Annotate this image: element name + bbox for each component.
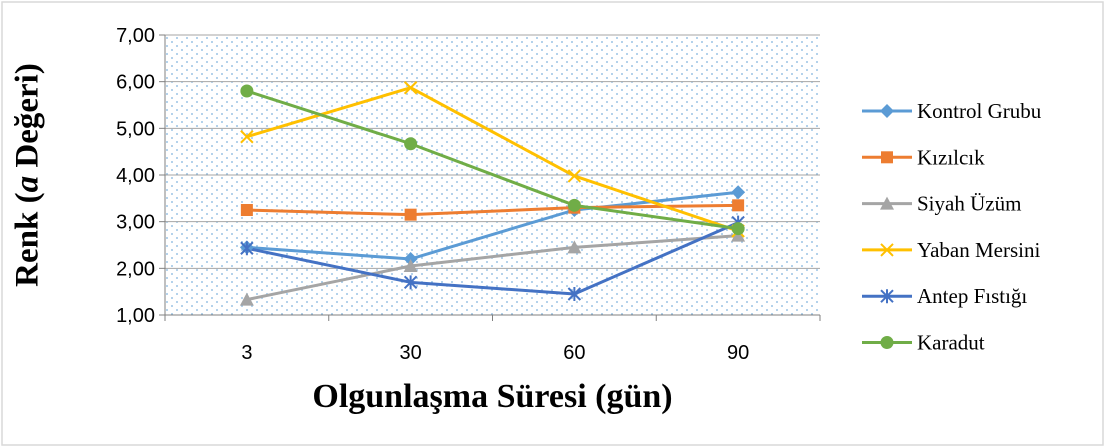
y-axis-title-italic: a (9, 175, 46, 193)
data-point (403, 259, 418, 272)
series-markers (239, 81, 746, 306)
series-line (246, 86, 739, 233)
x-tick-label: 30 (400, 342, 422, 364)
data-point (239, 292, 254, 306)
legend-marker (880, 289, 894, 304)
y-tick-label: 7,00 (116, 25, 155, 47)
x-axis-title: Olgunlaşma Süresi (gün) (312, 378, 673, 415)
legend-label: Siyah Üzüm (917, 192, 1021, 216)
data-point (567, 169, 582, 183)
x-tick-label: 3 (241, 342, 252, 364)
data-point (404, 137, 418, 151)
series-line (246, 203, 739, 217)
legend-label: Kızılcık (917, 145, 985, 169)
series-line (246, 190, 739, 261)
data-point (404, 208, 417, 221)
data-point (240, 84, 254, 98)
data-point (240, 241, 254, 256)
y-tick-label: 5,00 (116, 118, 155, 140)
data-point (240, 130, 254, 144)
y-tick-label: 6,00 (116, 72, 155, 94)
series-lines (246, 86, 739, 302)
legend: Kontrol Grubu Kızılcık Siyah Üzüm Yaban Mer… (862, 99, 1042, 355)
y-axis-title: Renk (a Değeri) (10, 63, 47, 287)
series-line (246, 221, 739, 296)
legend-marker (880, 196, 894, 210)
data-point (567, 240, 582, 254)
legend-label: Karadut (917, 331, 985, 355)
data-point (403, 275, 418, 290)
y-tick-label: 1,00 (116, 305, 155, 327)
legend-marker (880, 336, 894, 349)
legend-label: Antep Fıstığı (917, 284, 1027, 308)
y-tick-label: 3,00 (116, 212, 155, 234)
data-point (732, 199, 745, 212)
series-line (246, 234, 739, 302)
data-point (567, 198, 581, 212)
y-axis-title-suffix: Değeri) (9, 63, 46, 176)
data-point (240, 204, 253, 216)
legend-marker (880, 243, 894, 257)
data-point (403, 81, 418, 95)
y-tick-label: 4,00 (116, 165, 155, 187)
series-line (246, 89, 739, 231)
legend-marker (880, 104, 894, 118)
x-tick-label: 60 (563, 342, 585, 364)
legend-label: Kontrol Grubu (917, 99, 1042, 123)
data-point (567, 287, 582, 301)
legend-marker (881, 151, 893, 164)
y-axis-ticks: 1,00 2,00 3,00 4,00 5,00 6,00 7,00 (116, 25, 165, 327)
data-point (731, 185, 746, 200)
x-tick-label: 90 (727, 342, 749, 364)
x-axis-ticks: 3 30 60 90 (164, 315, 821, 364)
y-axis-title-prefix: Renk ( (9, 192, 46, 287)
y-tick-label: 2,00 (116, 258, 155, 280)
data-point (731, 222, 745, 236)
legend-label: Yaban Mersini (917, 238, 1040, 262)
